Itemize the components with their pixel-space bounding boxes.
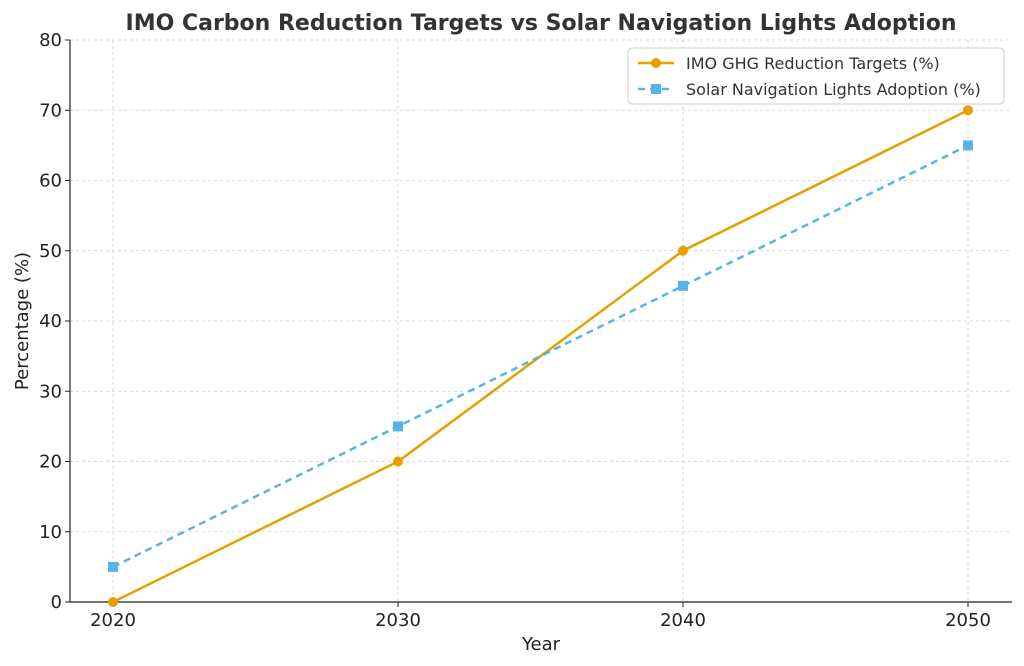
series-1-point bbox=[393, 456, 403, 467]
series-1-point bbox=[678, 245, 688, 256]
legend-marker bbox=[651, 84, 661, 94]
y-tick-label: 30 bbox=[39, 381, 62, 402]
series-2 bbox=[108, 140, 973, 572]
legend-label: Solar Navigation Lights Adoption (%) bbox=[686, 80, 981, 99]
y-tick-label: 20 bbox=[39, 452, 62, 473]
series-2-point bbox=[108, 561, 118, 572]
series-1-point bbox=[108, 597, 118, 607]
chart-title: IMO Carbon Reduction Targets vs Solar Na… bbox=[126, 11, 957, 36]
legend-marker bbox=[651, 58, 661, 68]
y-axis-ticks: 0 10 20 30 40 50 60 70 80 bbox=[39, 30, 70, 613]
y-tick-label: 60 bbox=[39, 171, 62, 192]
series-1-point bbox=[963, 105, 973, 116]
series-1-line bbox=[112, 109, 969, 604]
y-tick-label: 50 bbox=[39, 241, 62, 262]
series-2-point bbox=[963, 140, 973, 151]
y-axis-title: Percentage (%) bbox=[12, 252, 33, 390]
y-tick-label: 0 bbox=[51, 592, 62, 613]
series-1 bbox=[108, 105, 973, 607]
y-tick-label: 80 bbox=[39, 30, 62, 51]
series-2-line bbox=[112, 144, 969, 568]
legend-label: IMO GHG Reduction Targets (%) bbox=[686, 54, 940, 73]
legend: IMO GHG Reduction Targets (%) Solar Navig… bbox=[627, 47, 1005, 105]
x-axis-title: Year bbox=[521, 634, 561, 655]
x-tick-label: 2050 bbox=[945, 610, 991, 631]
x-tick-label: 2040 bbox=[660, 610, 706, 631]
legend-item: Solar Navigation Lights Adoption (%) bbox=[638, 80, 981, 99]
legend-item: IMO GHG Reduction Targets (%) bbox=[638, 54, 940, 73]
series-2-point bbox=[393, 421, 403, 432]
y-tick-label: 40 bbox=[39, 311, 62, 332]
y-tick-label: 70 bbox=[39, 100, 62, 121]
x-tick-label: 2030 bbox=[375, 610, 421, 631]
x-axis-ticks: 2020 2030 2040 2050 bbox=[90, 602, 991, 631]
series-layer bbox=[108, 105, 973, 607]
y-tick-label: 10 bbox=[39, 522, 62, 543]
grid-lines bbox=[70, 39, 1012, 603]
x-tick-label: 2020 bbox=[90, 610, 136, 631]
series-2-point bbox=[678, 280, 688, 291]
legend-box bbox=[627, 47, 1005, 105]
